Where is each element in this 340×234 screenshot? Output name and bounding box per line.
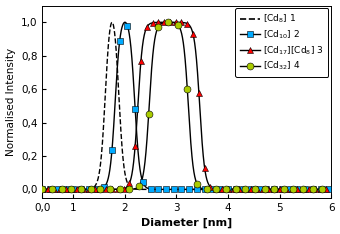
X-axis label: Diameter [nm]: Diameter [nm] [141,218,233,228]
Y-axis label: Normalised Intensity: Normalised Intensity [5,48,16,156]
Legend: [Cd$_8$] 1, [Cd$_{10}$] 2, [Cd$_{17}$][Cd$_8$] 3, [Cd$_{32}$] 4: [Cd$_8$] 1, [Cd$_{10}$] 2, [Cd$_{17}$][C… [235,8,328,77]
